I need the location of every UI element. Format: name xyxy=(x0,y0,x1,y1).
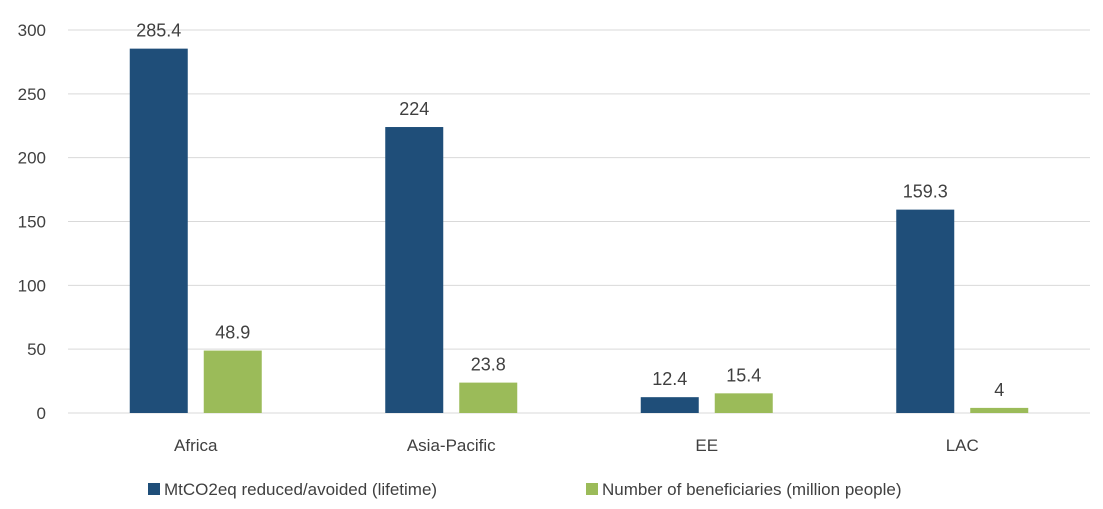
bar-beneficiaries xyxy=(459,382,518,413)
bar-mtco2eq xyxy=(385,127,444,413)
data-label: 15.4 xyxy=(726,365,761,385)
bar-mtco2eq xyxy=(896,209,955,413)
legend-swatch xyxy=(148,483,160,495)
data-label: 23.8 xyxy=(471,355,506,375)
y-tick-label: 300 xyxy=(18,21,46,40)
x-tick-label: Asia-Pacific xyxy=(407,436,496,455)
y-axis: 0 50 100 150 200 250 300 xyxy=(18,21,46,423)
x-tick-label: EE xyxy=(695,436,718,455)
bars xyxy=(129,48,1029,413)
legend-label: MtCO2eq reduced/avoided (lifetime) xyxy=(164,480,437,499)
data-label: 12.4 xyxy=(652,369,687,389)
bar-mtco2eq xyxy=(640,397,699,413)
y-tick-label: 100 xyxy=(18,276,46,295)
bar-mtco2eq xyxy=(129,48,188,413)
data-label: 48.9 xyxy=(215,323,250,343)
legend-label: Number of beneficiaries (million people) xyxy=(602,480,902,499)
x-tick-label: Africa xyxy=(174,436,218,455)
x-tick-label: LAC xyxy=(946,436,979,455)
bar-beneficiaries xyxy=(970,407,1029,413)
data-label: 159.3 xyxy=(903,182,948,202)
legend-swatch xyxy=(586,483,598,495)
gridlines xyxy=(68,29,1090,414)
data-label: 4 xyxy=(994,380,1004,400)
legend: MtCO2eq reduced/avoided (lifetime) Number… xyxy=(148,480,902,499)
data-label: 285.4 xyxy=(136,21,181,41)
bar-beneficiaries xyxy=(203,350,262,413)
x-axis: Africa Asia-Pacific EE LAC xyxy=(174,436,979,455)
y-tick-label: 0 xyxy=(37,404,46,423)
y-tick-label: 150 xyxy=(18,213,46,232)
y-tick-label: 250 xyxy=(18,85,46,104)
data-label: 224 xyxy=(399,99,429,119)
y-tick-label: 200 xyxy=(18,149,46,168)
y-tick-label: 50 xyxy=(27,340,46,359)
data-labels: 285.4 48.9 224 23.8 12.4 15.4 159.3 4 xyxy=(136,21,1004,400)
bar-beneficiaries xyxy=(714,393,773,413)
